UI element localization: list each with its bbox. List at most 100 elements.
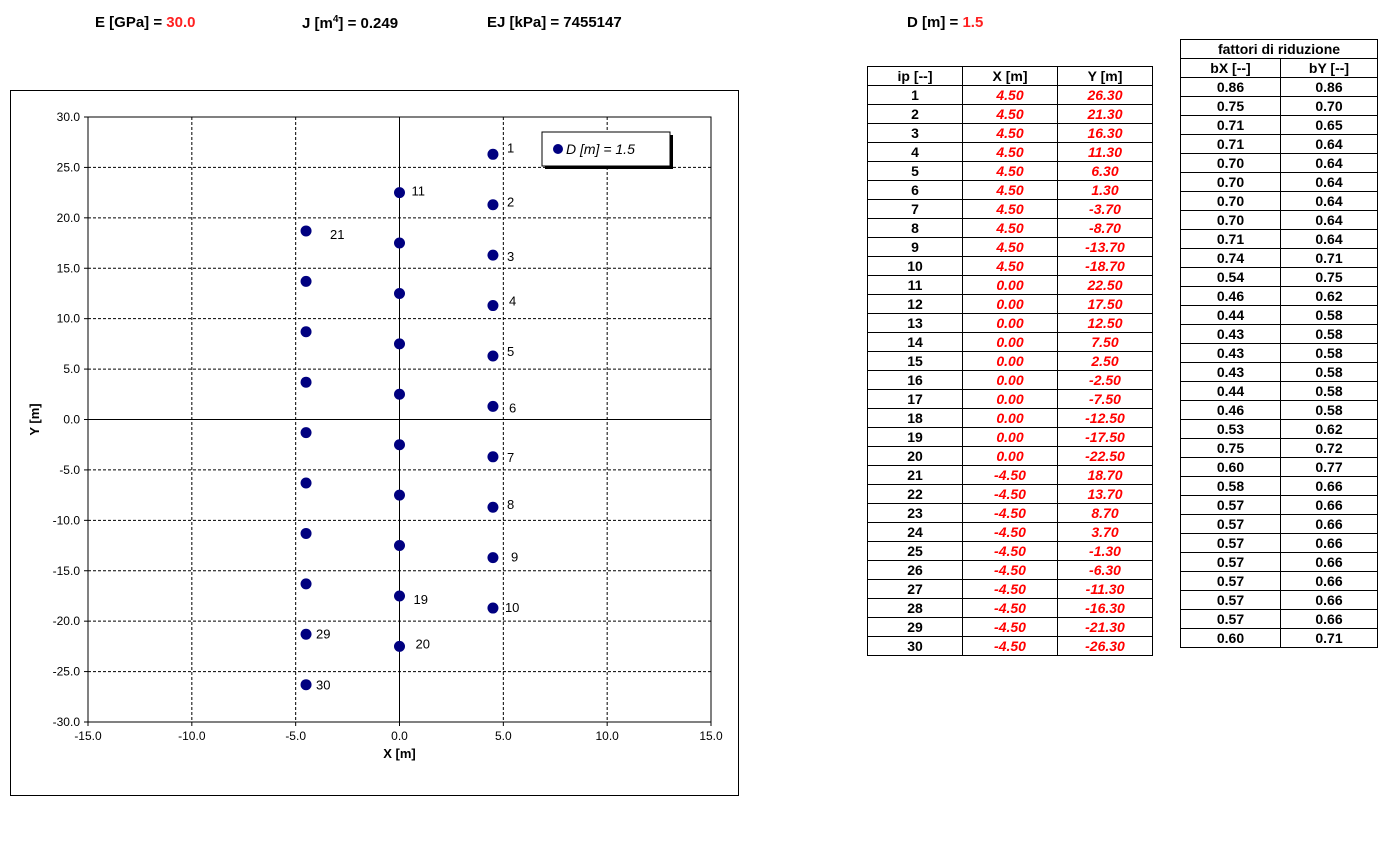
x-tick-label: 10.0: [595, 729, 619, 743]
x-tick-label: 0.0: [391, 729, 408, 743]
cell-ip: 26: [867, 560, 963, 580]
data-point: [300, 427, 312, 439]
point-label: 3: [507, 249, 514, 264]
cell-y: 21.30: [1057, 104, 1153, 124]
cell-y: 22.50: [1057, 275, 1153, 295]
cell-y: -1.30: [1057, 541, 1153, 561]
col-header-x: X [m]: [962, 66, 1058, 86]
cell-x: -4.50: [962, 503, 1058, 523]
table-row: 0.57 0.66: [1180, 533, 1378, 553]
d-value: 1.5: [962, 14, 984, 31]
table-row: 22 -4.50 13.70: [867, 484, 1153, 504]
point-label: 30: [316, 678, 330, 693]
table-row: 28 -4.50 -16.30: [867, 598, 1153, 618]
y-tick-label: 20.0: [57, 211, 81, 225]
table-row: 0.57 0.66: [1180, 571, 1378, 591]
reduction-factors-table: fattori di riduzione bX [--] bY [--] 0.8…: [1180, 39, 1378, 648]
cell-ip: 22: [867, 484, 963, 504]
cell-x: 0.00: [962, 351, 1058, 371]
cell-bx: 0.53: [1180, 419, 1281, 439]
coordinates-body: 1 4.50 26.30 2 4.50 21.30 3 4.50 16.30 4 4.50 11.30…: [867, 85, 1153, 656]
cell-by: 0.66: [1280, 514, 1378, 534]
cell-ip: 15: [867, 351, 963, 371]
point-label: 6: [509, 400, 516, 415]
data-point: [394, 590, 405, 602]
cell-ip: 23: [867, 503, 963, 523]
cell-bx: 0.46: [1180, 286, 1281, 306]
y-axis-title: Y [m]: [27, 403, 42, 435]
y-tick-label: -20.0: [53, 614, 81, 628]
table-row: 25 -4.50 -1.30: [867, 541, 1153, 561]
cell-x: 4.50: [962, 256, 1058, 276]
table-row: 0.60 0.71: [1180, 628, 1378, 648]
cell-x: 0.00: [962, 294, 1058, 314]
table-row: 11 0.00 22.50: [867, 275, 1153, 295]
table-row: 10 4.50 -18.70: [867, 256, 1153, 276]
table-row: 0.53 0.62: [1180, 419, 1378, 439]
cell-bx: 0.57: [1180, 571, 1281, 591]
data-point: [300, 326, 312, 338]
cell-by: 0.64: [1280, 153, 1378, 173]
e-value: 30.0: [166, 14, 196, 31]
cell-y: 7.50: [1057, 332, 1153, 352]
x-tick-label: -5.0: [285, 729, 306, 743]
cell-bx: 0.71: [1180, 229, 1281, 249]
table-row: 23 -4.50 8.70: [867, 503, 1153, 523]
table-row: 13 0.00 12.50: [867, 313, 1153, 333]
table-row: 12 0.00 17.50: [867, 294, 1153, 314]
cell-y: -13.70: [1057, 237, 1153, 257]
cell-by: 0.64: [1280, 191, 1378, 211]
data-point: [487, 552, 499, 564]
cell-x: 0.00: [962, 446, 1058, 466]
cell-by: 0.58: [1280, 400, 1378, 420]
cell-ip: 25: [867, 541, 963, 561]
cell-y: -12.50: [1057, 408, 1153, 428]
table-row: 20 0.00 -22.50: [867, 446, 1153, 466]
ej-parameter: EJ [kPa] = 7455147: [487, 14, 622, 31]
coordinates-header-row: ip [--] X [m] Y [m]: [867, 66, 1153, 86]
point-label: 8: [507, 497, 514, 512]
y-tick-label: -5.0: [59, 463, 80, 477]
table-row: 0.71 0.64: [1180, 229, 1378, 249]
x-tick-label: -10.0: [178, 729, 206, 743]
cell-bx: 0.57: [1180, 514, 1281, 534]
point-label: 9: [511, 550, 518, 565]
point-label: 21: [330, 227, 344, 242]
cell-by: 0.71: [1280, 248, 1378, 268]
cell-y: -17.50: [1057, 427, 1153, 447]
table-row: 0.71 0.65: [1180, 115, 1378, 135]
cell-y: 1.30: [1057, 180, 1153, 200]
scatter-plot: -15.0 -10.0 -5.0 0.0 5.0 10.0 15.030.025.020.0…: [27, 110, 723, 761]
coordinates-table: ip [--] X [m] Y [m] 1 4.50 26.30 2 4.50 21.30…: [867, 66, 1153, 656]
table-row: 0.46 0.58: [1180, 400, 1378, 420]
cell-by: 0.64: [1280, 134, 1378, 154]
table-row: 0.74 0.71: [1180, 248, 1378, 268]
data-point: [394, 187, 405, 199]
cell-bx: 0.70: [1180, 153, 1281, 173]
table-row: 0.44 0.58: [1180, 381, 1378, 401]
cell-by: 0.77: [1280, 457, 1378, 477]
table-row: 26 -4.50 -6.30: [867, 560, 1153, 580]
cell-by: 0.64: [1280, 229, 1378, 249]
cell-by: 0.66: [1280, 476, 1378, 496]
cell-x: -4.50: [962, 636, 1058, 656]
cell-bx: 0.75: [1180, 438, 1281, 458]
cell-bx: 0.74: [1180, 248, 1281, 268]
cell-ip: 3: [867, 123, 963, 143]
data-point: [487, 300, 499, 312]
cell-y: -2.50: [1057, 370, 1153, 390]
cell-x: -4.50: [962, 484, 1058, 504]
data-point: [394, 540, 405, 552]
cell-ip: 12: [867, 294, 963, 314]
e-parameter: E [GPa] = 30.0: [95, 14, 195, 31]
cell-bx: 0.57: [1180, 533, 1281, 553]
data-point: [300, 225, 312, 237]
cell-ip: 21: [867, 465, 963, 485]
cell-ip: 16: [867, 370, 963, 390]
cell-x: 4.50: [962, 85, 1058, 105]
table-row: 0.54 0.75: [1180, 267, 1378, 287]
cell-x: 0.00: [962, 389, 1058, 409]
table-row: 0.57 0.66: [1180, 590, 1378, 610]
cell-y: -26.30: [1057, 636, 1153, 656]
cell-ip: 20: [867, 446, 963, 466]
